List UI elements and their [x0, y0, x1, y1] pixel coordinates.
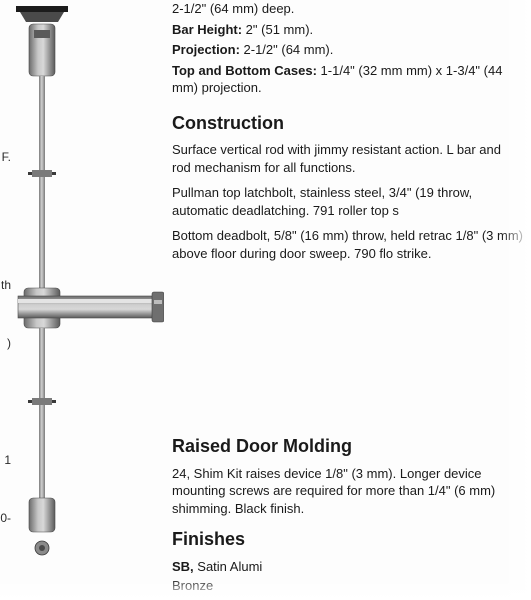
finish-name: Satin Alumi [194, 559, 263, 574]
catalog-page-fragment: F. th ) 1 0- h e rs ). ). [0, 0, 531, 600]
heading-construction: Construction [172, 111, 523, 135]
spec-label: Top and Bottom Cases: [172, 63, 317, 78]
previous-column-fragments: F. th ) 1 0- h e rs ). ). [0, 0, 12, 600]
heading-raised-door-molding: Raised Door Molding [172, 434, 523, 458]
construction-p1: Surface vertical rod with jimmy resistan… [172, 141, 523, 176]
gutter-frag: th [0, 276, 12, 295]
spec-projection: Projection: 2-1/2" (64 mm). [172, 41, 523, 59]
spec-value: 2" (51 mm). [242, 22, 313, 37]
spec-label: Bar Height: [172, 22, 242, 37]
spec-bar-height: Bar Height: 2" (51 mm). [172, 21, 523, 39]
gutter-frag: 1 [0, 451, 12, 470]
product-illustration [14, 0, 164, 560]
spec-top-bottom-cases: Top and Bottom Cases: 1-1/4" (32 mm mm) … [172, 62, 523, 97]
layout-spacer [172, 270, 523, 420]
gutter-frag: 0- [0, 509, 12, 528]
finishes-line-1: SB, Satin Alumi [172, 558, 523, 576]
finishes-line-2: Bronze [172, 577, 523, 595]
molding-body: 24, Shim Kit raises device 1/8" (3 mm). … [172, 465, 523, 518]
gutter-frag: F. [0, 148, 12, 167]
spec-depth: 2-1/2" (64 mm) deep. [172, 0, 523, 18]
gutter-frag: ) [0, 334, 12, 353]
finish-code: SB, [172, 559, 194, 574]
construction-p2: Pullman top latchbolt, stainless steel, … [172, 184, 523, 219]
heading-finishes: Finishes [172, 527, 523, 551]
text-column: 2-1/2" (64 mm) deep. Bar Height: 2" (51 … [172, 0, 527, 595]
spec-value: 2-1/2" (64 mm). [240, 42, 333, 57]
spec-label: Projection: [172, 42, 240, 57]
construction-p3: Bottom deadbolt, 5/8" (16 mm) throw, hel… [172, 227, 523, 262]
